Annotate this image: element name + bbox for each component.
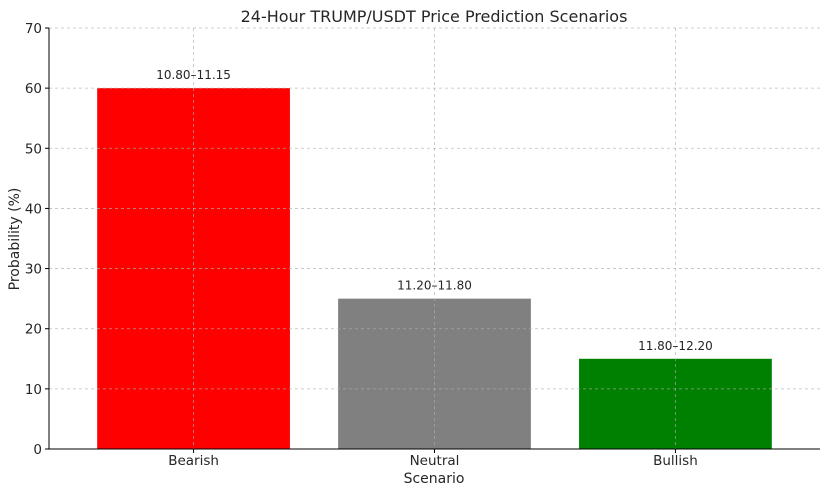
axis-layer — [45, 27, 820, 453]
y-tick-label: 10 — [25, 382, 42, 398]
x-tick-label-bullish: Bullish — [653, 453, 698, 469]
y-tick-label: 60 — [25, 81, 42, 97]
chart-title: 24-Hour TRUMP/USDT Price Prediction Scen… — [241, 7, 628, 26]
y-tick-label: 20 — [25, 322, 42, 338]
data-label-bullish: 11.80–12.20 — [638, 339, 713, 353]
y-tick-label: 0 — [33, 442, 42, 458]
y-tick-label: 30 — [25, 262, 42, 278]
label-layer: 0 10 20 30 40 50 60 70 Bearish Neutral Bullish 10.8… — [25, 21, 713, 469]
x-tick-label-neutral: Neutral — [410, 453, 460, 469]
x-axis-label: Scenario — [404, 471, 465, 487]
bar-bullish — [579, 358, 772, 449]
y-axis-label: Probability (%) — [7, 188, 23, 291]
grid-layer — [49, 27, 820, 449]
y-tick-label: 40 — [25, 201, 42, 217]
y-tick-label: 70 — [25, 21, 42, 37]
y-tick-label: 50 — [25, 141, 42, 157]
x-tick-label-bearish: Bearish — [168, 453, 219, 469]
data-label-neutral: 11.20–11.80 — [397, 279, 472, 293]
data-label-bearish: 10.80–11.15 — [156, 68, 231, 82]
